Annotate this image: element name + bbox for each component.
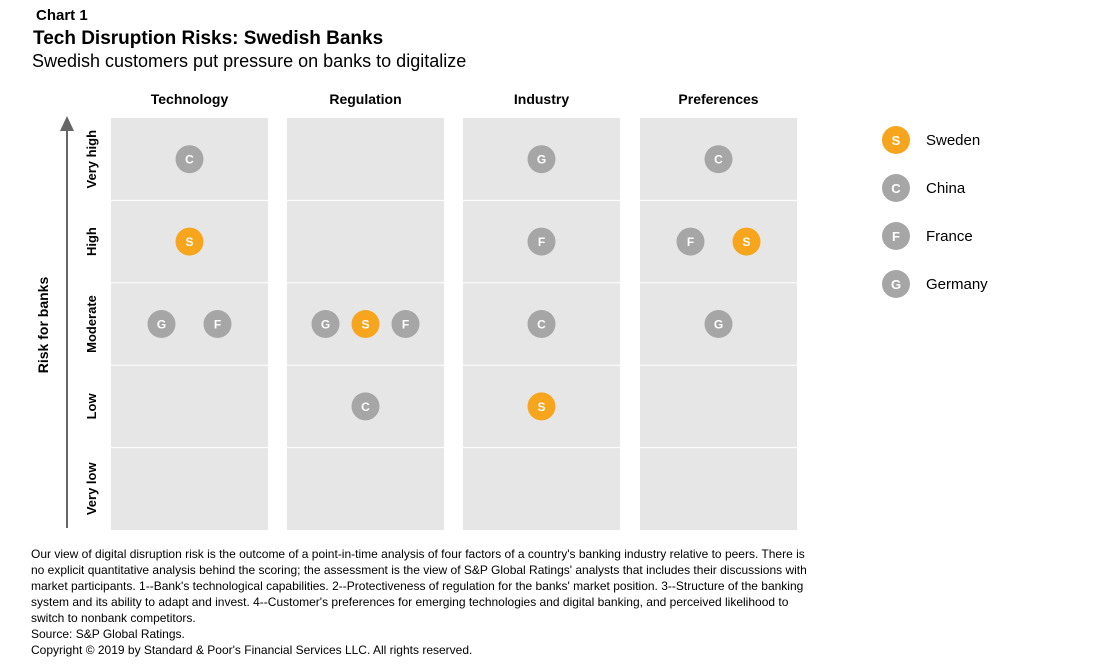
point-sweden-technology-letter: S	[185, 235, 193, 249]
point-germany-technology-letter: G	[157, 318, 166, 332]
column-header-industry: Industry	[514, 91, 569, 107]
point-germany-technology	[147, 310, 176, 338]
chart-subtitle: Swedish customers put pressure on banks …	[32, 51, 467, 71]
point-china-preferences-letter: C	[714, 153, 723, 167]
y-axis-arrowhead	[60, 116, 74, 131]
legend-item-germany: G Germany	[882, 270, 988, 298]
point-china-preferences	[704, 145, 733, 174]
point-france-industry-letter: F	[538, 235, 545, 249]
point-china-industry	[527, 310, 556, 338]
footnote-text: Our view of digital disruption risk is t…	[31, 547, 807, 625]
legend-label-sweden: Sweden	[926, 131, 981, 149]
y-axis-label: Risk for banks	[35, 277, 51, 374]
level-label-very-high: Very high	[84, 130, 99, 189]
risk-matrix-chart: Technology Regulation Industry Preferences V…	[35, 91, 797, 530]
chart-number: Chart 1	[36, 7, 88, 24]
panel-technology	[111, 118, 268, 530]
column-header-technology: Technology	[151, 91, 229, 107]
footnote-source: Source: S&P Global Ratings.	[31, 627, 185, 641]
legend-item-france: F France	[882, 222, 988, 250]
column-header-preferences: Preferences	[678, 91, 758, 107]
point-germany-regulation-letter: G	[321, 318, 330, 332]
legend-marker-germany: G	[882, 270, 910, 298]
point-sweden-regulation-letter: S	[361, 318, 369, 332]
legend-item-china: C China	[882, 174, 988, 202]
point-france-technology	[203, 310, 232, 338]
level-label-high: High	[84, 227, 99, 256]
point-germany-regulation	[311, 310, 340, 338]
level-label-low: Low	[84, 393, 99, 420]
level-label-moderate: Moderate	[84, 295, 99, 353]
point-china-regulation	[351, 392, 380, 421]
point-germany-preferences	[704, 310, 733, 338]
point-sweden-technology	[175, 227, 204, 256]
legend-label-france: France	[926, 227, 973, 245]
point-france-technology-letter: F	[214, 318, 221, 332]
legend-marker-france: F	[882, 222, 910, 250]
column-header-regulation: Regulation	[329, 91, 401, 107]
footnote-copyright: Copyright © 2019 by Standard & Poor's Fi…	[31, 643, 473, 657]
point-china-regulation-letter: C	[361, 400, 370, 414]
legend-item-sweden: S Sweden	[882, 126, 988, 154]
point-germany-industry	[527, 145, 556, 174]
point-sweden-preferences	[732, 227, 761, 256]
point-china-industry-letter: C	[537, 318, 546, 332]
footnote: Our view of digital disruption risk is t…	[31, 546, 811, 658]
point-sweden-industry-letter: S	[537, 400, 545, 414]
level-label-very-low: Very low	[84, 462, 99, 516]
chart-legend: S Sweden C China F France G Germany	[882, 126, 988, 318]
point-sweden-industry	[527, 392, 556, 421]
legend-label-germany: Germany	[926, 275, 988, 293]
point-france-regulation-letter: F	[402, 318, 409, 332]
point-sweden-preferences-letter: S	[742, 235, 750, 249]
legend-label-china: China	[926, 179, 966, 197]
point-germany-preferences-letter: G	[714, 318, 723, 332]
legend-marker-sweden: S	[882, 126, 910, 154]
point-france-preferences-letter: F	[687, 235, 694, 249]
chart-title: Tech Disruption Risks: Swedish Banks	[33, 28, 384, 49]
point-germany-industry-letter: G	[537, 153, 546, 167]
point-china-technology	[175, 145, 204, 174]
point-france-industry	[527, 227, 556, 256]
point-china-technology-letter: C	[185, 153, 194, 167]
legend-marker-china: C	[882, 174, 910, 202]
point-sweden-regulation	[351, 310, 380, 338]
point-france-preferences	[676, 227, 705, 256]
point-france-regulation	[391, 310, 420, 338]
